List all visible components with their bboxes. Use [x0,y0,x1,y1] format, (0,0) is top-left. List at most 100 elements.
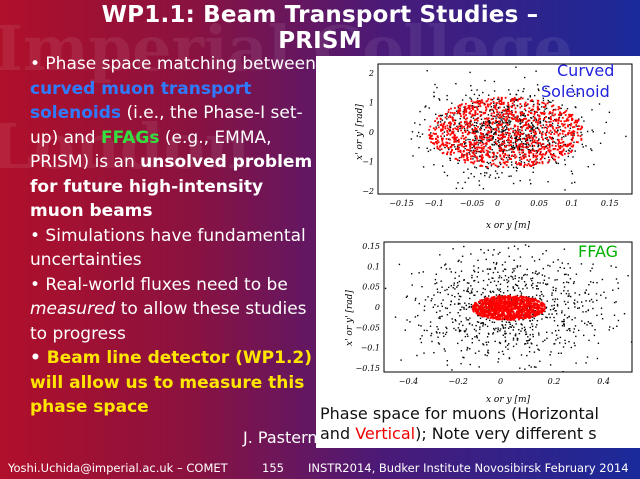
scatter-point-horizontal [450,300,452,303]
scatter-point-vertical [494,106,496,109]
scatter-point-horizontal [519,180,521,182]
scatter-point-horizontal [532,287,534,289]
scatter-point-horizontal [419,338,422,340]
scatter-point-horizontal [531,117,533,119]
scatter-point-horizontal [536,324,538,326]
scatter-point-horizontal [457,342,459,345]
scatter-point-vertical [463,154,466,156]
scatter-point-vertical [521,295,523,298]
scatter-point-horizontal [542,295,545,297]
scatter-point-horizontal [535,119,537,121]
scatter-point-vertical [464,161,466,164]
scatter-point-vertical [505,116,507,118]
scatter-point-vertical [510,304,513,306]
scatter-point-vertical [557,122,560,125]
scatter-point-vertical [565,109,568,112]
scatter-point-vertical [539,142,541,144]
scatter-point-vertical [453,119,455,122]
scatter-point-vertical [434,120,436,122]
scatter-point-vertical [473,143,476,146]
scatter-point-horizontal [587,309,590,311]
scatter-point-horizontal [569,124,571,126]
x-tick-label: 0 [495,199,500,208]
scatter-point-vertical [492,300,494,303]
scatter-point-vertical [535,163,537,165]
scatter-point-vertical [516,316,518,319]
scatter-point-vertical [503,303,506,305]
scatter-point-horizontal [508,123,511,126]
scatter-point-horizontal [492,128,494,130]
scatter-point-vertical [499,301,502,304]
scatter-point-vertical [563,130,566,133]
scatter-point-vertical [513,313,516,316]
scatter-point-vertical [557,118,560,121]
scatter-point-horizontal [458,122,460,124]
scatter-point-vertical [507,305,510,308]
scatter-point-horizontal [509,293,511,296]
scatter-point-vertical [432,132,435,135]
scatter-point-vertical [547,149,550,152]
scatter-point-horizontal [463,308,465,310]
scatter-point-vertical [541,146,544,148]
scatter-point-horizontal [479,317,482,319]
scatter-point-vertical [529,298,532,301]
x-tick-label: −0.05 [460,199,485,208]
scatter-point-vertical [533,300,535,303]
scatter-point-horizontal [585,289,587,291]
scatter-point-vertical [504,108,507,111]
scatter-point-horizontal [516,294,519,297]
scatter-point-vertical [513,125,516,128]
scatter-point-vertical [524,315,527,318]
scatter-point-vertical [512,319,515,321]
scatter-point-horizontal [441,286,443,288]
scatter-point-vertical [502,301,505,304]
scatter-point-vertical [494,314,496,317]
scatter-point-vertical [436,135,439,137]
scatter-point-vertical [509,132,511,135]
scatter-point-horizontal [473,140,476,142]
scatter-point-horizontal [469,363,471,366]
scatter-point-vertical [494,305,496,308]
scatter-point-horizontal [488,121,490,124]
scatter-point-horizontal [475,330,477,332]
scatter-point-vertical [542,102,545,105]
scatter-point-horizontal [484,354,486,356]
scatter-point-vertical [537,119,540,122]
scatter-point-vertical [508,134,510,137]
scatter-point-horizontal [478,302,480,304]
scatter-point-vertical [501,313,503,316]
scatter-point-horizontal [498,123,500,125]
scatter-point-horizontal [419,123,421,126]
scatter-point-horizontal [574,317,576,319]
scatter-point-vertical [511,106,513,108]
scatter-point-vertical [507,299,509,302]
scatter-point-vertical [518,162,520,164]
scatter-point-horizontal [411,284,413,286]
scatter-point-vertical [568,144,570,146]
scatter-point-vertical [441,132,444,135]
scatter-point-horizontal [487,332,490,335]
scatter-point-horizontal [437,124,439,126]
scatter-point-horizontal [612,327,614,330]
scatter-point-horizontal [549,265,551,267]
scatter-point-vertical [472,152,475,155]
scatter-point-vertical [541,310,544,312]
scatter-point-vertical [484,297,487,300]
scatter-point-horizontal [463,306,465,309]
scatter-point-horizontal [534,94,536,97]
scatter-point-vertical [519,103,522,106]
scatter-point-vertical [484,112,487,114]
scatter-point-vertical [441,137,444,140]
scatter-point-horizontal [529,320,531,322]
scatter-point-vertical [515,304,518,306]
scatter-point-vertical [529,299,531,302]
scatter-point-vertical [526,311,528,314]
scatter-point-vertical [483,315,486,318]
plot-ffag: −0.4 −0.2 0 0.2 0.40.150.10.050−0.05−0.1−0.1… [345,241,633,405]
scatter-point-horizontal [552,261,555,263]
scatter-point-vertical [456,136,458,139]
scatter-point-vertical [531,141,534,143]
scatter-point-vertical [543,305,546,308]
scatter-point-horizontal [450,271,452,273]
scatter-point-horizontal [512,268,514,270]
